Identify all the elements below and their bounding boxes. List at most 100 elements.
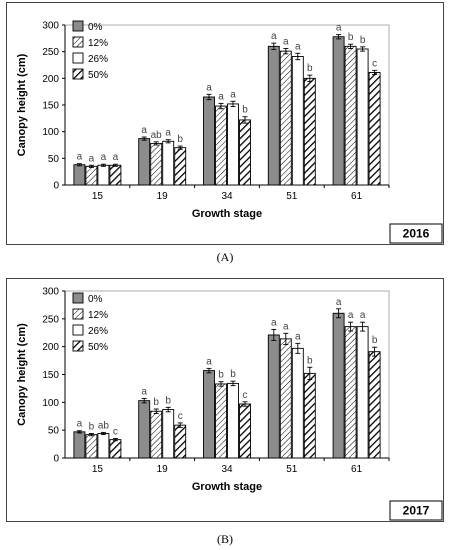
bar: [162, 409, 175, 459]
x-tick-label: 34: [221, 191, 233, 202]
significance-letter: b: [153, 397, 159, 408]
bar: [162, 140, 175, 186]
significance-letter: a: [271, 317, 277, 328]
bar: [332, 36, 345, 186]
bar: [267, 45, 280, 186]
chart-panel-2016: 0 50 100 150 200 250 300 15 a a a a 19 a ab a b 34 a a a b 51 a…: [6, 2, 444, 245]
bar: [279, 50, 292, 186]
significance-letter: ab: [151, 130, 163, 141]
significance-letter: b: [360, 35, 366, 46]
significance-letter: b: [372, 335, 378, 346]
y-tick-label: 300: [42, 21, 59, 32]
legend-swatch: [72, 292, 84, 304]
x-tick-label: 61: [351, 191, 363, 202]
legend-label: 26%: [88, 54, 108, 65]
bar: [291, 56, 304, 186]
significance-letter: a: [206, 82, 212, 93]
x-tick-label: 51: [286, 191, 298, 202]
y-tick-label: 200: [42, 74, 59, 85]
significance-letter: a: [77, 152, 83, 163]
bar: [215, 383, 227, 459]
significance-letter: a: [77, 419, 83, 430]
significance-letter: a: [336, 23, 342, 34]
legend-swatch: [72, 340, 84, 352]
legend-swatch: [72, 52, 84, 64]
bar: [344, 326, 357, 459]
legend-label: 50%: [88, 342, 108, 353]
bar: [239, 403, 251, 459]
significance-letter: c: [113, 427, 118, 438]
significance-letter: a: [141, 386, 147, 397]
significance-letter: a: [165, 128, 171, 139]
bar: [203, 96, 215, 186]
panel-caption-a: (A): [216, 250, 234, 264]
bar: [150, 142, 163, 186]
significance-letter: a: [113, 152, 119, 163]
bar: [368, 351, 381, 459]
significance-letter: c: [372, 58, 377, 69]
bar: [174, 147, 187, 186]
x-axis-title: Growth stage: [192, 481, 262, 493]
bar: [85, 165, 98, 186]
legend-swatch: [72, 36, 84, 48]
significance-letter: a: [141, 125, 147, 136]
legend-label: 50%: [88, 70, 108, 81]
y-tick-label: 100: [42, 127, 59, 138]
legend-label: 26%: [88, 326, 108, 337]
legend-swatch: [72, 308, 84, 320]
significance-letter: b: [89, 422, 95, 433]
y-tick-label: 250: [42, 314, 59, 325]
bar: [356, 48, 369, 186]
significance-letter: b: [177, 134, 183, 145]
x-axis-title: Growth stage: [192, 208, 262, 220]
bar: [73, 164, 86, 186]
y-tick-label: 150: [42, 101, 59, 112]
significance-letter: a: [360, 310, 366, 321]
bar: [150, 410, 163, 459]
significance-letter: b: [230, 369, 236, 380]
y-tick-label: 300: [42, 287, 59, 298]
significance-letter: b: [218, 370, 224, 381]
legend-label: 0%: [88, 22, 103, 33]
legend-label: 0%: [88, 294, 103, 305]
bar: [203, 370, 215, 459]
bar: [303, 372, 316, 459]
bar: [239, 119, 251, 186]
year-box: [389, 500, 443, 521]
year-box: [389, 223, 443, 244]
significance-letter: a: [283, 321, 289, 332]
x-tick-label: 15: [92, 191, 104, 202]
legend-label: 12%: [88, 38, 108, 49]
y-tick-label: 0: [53, 454, 59, 465]
x-tick-label: 51: [286, 464, 298, 475]
significance-letter: b: [307, 63, 313, 74]
x-tick-label: 19: [157, 191, 169, 202]
bar: [368, 72, 381, 186]
x-tick-label: 61: [351, 464, 363, 475]
x-tick-label: 19: [157, 464, 169, 475]
y-tick-label: 50: [48, 426, 60, 437]
bar: [97, 164, 110, 186]
y-tick-label: 150: [42, 370, 59, 381]
significance-letter: a: [336, 297, 342, 308]
significance-letter: a: [348, 310, 354, 321]
y-axis-title: Canopy height (cm): [16, 53, 28, 156]
significance-letter: b: [307, 355, 313, 366]
x-tick-label: 15: [92, 464, 104, 475]
y-tick-label: 200: [42, 342, 59, 353]
bar: [303, 77, 316, 186]
bar: [138, 400, 151, 459]
significance-letter: a: [206, 356, 212, 367]
significance-letter: b: [165, 395, 171, 406]
legend-swatch: [72, 68, 84, 80]
bar: [174, 424, 187, 459]
y-tick-label: 0: [53, 181, 59, 192]
significance-letter: ab: [98, 420, 110, 431]
chart-panel-2017: 0 50 100 150 200 250 300 15 a b ab c 19 a b b c 34 a b b c 51 a…: [6, 278, 444, 522]
bar: [227, 382, 239, 459]
significance-letter: b: [348, 32, 354, 43]
significance-letter: a: [101, 152, 107, 163]
significance-letter: a: [295, 331, 301, 342]
bar: [138, 138, 151, 186]
